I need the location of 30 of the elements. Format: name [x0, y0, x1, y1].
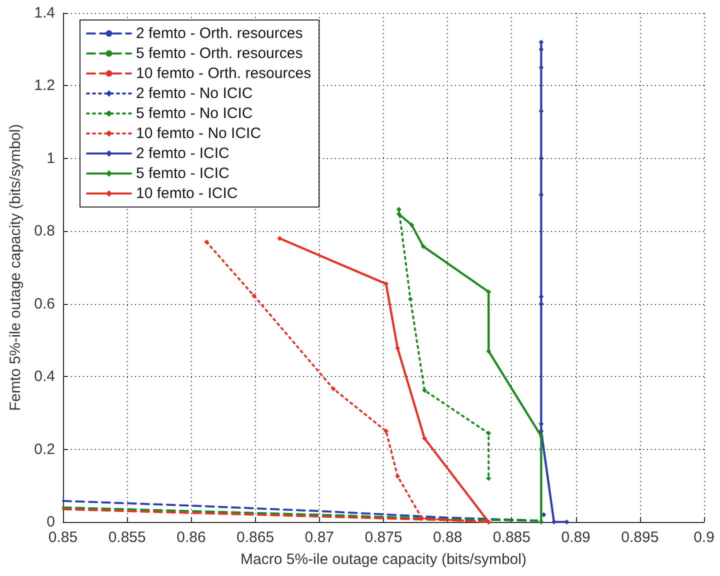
x-tick-label: 0.89 — [561, 529, 590, 546]
x-tick-label: 0.9 — [694, 529, 714, 546]
legend-label: 10 femto - Orth. resources — [136, 65, 312, 82]
legend-label: 2 femto - Orth. resources — [136, 25, 303, 42]
legend-label: 10 femto - No ICIC — [136, 125, 262, 142]
x-tick-label: 0.865 — [236, 529, 274, 546]
x-tick-label: 0.85 — [48, 529, 78, 546]
x-tick-label: 0.88 — [433, 529, 462, 546]
x-axis-title: Macro 5%-ile outage capacity (bits/symbol) — [240, 551, 526, 568]
y-tick-label: 0.2 — [34, 440, 55, 458]
legend-label: 5 femto - No ICIC — [136, 105, 253, 122]
x-tick-label: 0.885 — [492, 529, 530, 546]
y-tick-label: 0.8 — [34, 222, 55, 240]
y-tick-label: 1.4 — [34, 4, 55, 22]
x-tick-label: 0.895 — [621, 529, 659, 546]
legend-label: 10 femto - ICIC — [136, 185, 238, 202]
y-tick-label: 1.2 — [34, 77, 55, 94]
legend-label: 5 femto - Orth. resources — [136, 45, 303, 62]
x-tick-label: 0.875 — [364, 529, 402, 546]
y-axis-title: Femto 5%-ile outage capacity (bits/symbol) — [7, 124, 24, 411]
y-tick-label: 0 — [46, 514, 55, 530]
legend-label: 2 femto - ICIC — [136, 145, 230, 162]
y-tick-label: 0.4 — [34, 368, 55, 386]
x-tick-label: 0.87 — [304, 529, 334, 546]
x-tick-label: 0.86 — [176, 529, 206, 546]
legend-label: 5 femto - ICIC — [136, 165, 230, 182]
y-tick-label: 1 — [46, 150, 55, 167]
x-tick-label: 0.855 — [108, 529, 146, 546]
y-tick-label: 0.6 — [34, 295, 55, 312]
legend-label: 2 femto - No ICIC — [136, 85, 253, 102]
